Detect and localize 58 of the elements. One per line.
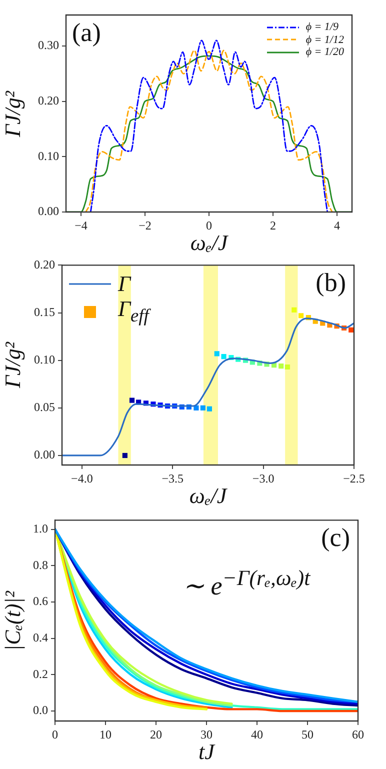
y-tick-label: 0.6 — [33, 594, 48, 608]
legend-label: ϕ = 1/12 — [306, 34, 344, 46]
point — [214, 351, 220, 356]
x-tick-label: 0 — [206, 218, 212, 232]
y-tick-label: 0.30 — [38, 38, 59, 52]
point — [298, 313, 304, 318]
x-tick-label: −4 — [74, 218, 88, 232]
annotation: ∼ e$^{−Γ(rₑ,ωₑ)t}$ — [182, 566, 310, 602]
chart-title: (b) — [316, 268, 346, 298]
point — [122, 452, 128, 458]
chart-title: (a) — [72, 18, 101, 47]
y-tick-label: 1.0 — [33, 521, 48, 536]
y-axis-title: ΓJ/g² — [0, 90, 25, 136]
x-tick-label: −3.5 — [162, 471, 184, 486]
x-tick-label: −3.0 — [252, 471, 274, 486]
y-tick-label: 0.20 — [34, 257, 55, 272]
y-tick-label: 0.20 — [38, 93, 59, 108]
y-tick-label: 0.15 — [34, 304, 55, 319]
x-tick-label: 10 — [100, 727, 112, 742]
y-tick-label: 0.10 — [34, 352, 55, 366]
x-tick-label: 0 — [52, 727, 58, 742]
x-tick-label: −2.5 — [343, 471, 365, 486]
point — [348, 327, 354, 332]
point — [221, 354, 226, 360]
y-tick-label: 0.0 — [33, 703, 48, 718]
x-axis-title: ωₑ/J — [189, 483, 227, 508]
x-tick-label: 20 — [150, 727, 162, 742]
y-tick-label: 0.00 — [38, 204, 59, 218]
x-tick-label: −4.0 — [71, 471, 93, 486]
legend-label: ϕ = 1/20 — [306, 46, 344, 59]
point — [278, 364, 284, 369]
x-tick-label: 4 — [334, 218, 340, 232]
x-tick-label: 30 — [200, 727, 212, 742]
x-tick-label: 2 — [270, 218, 276, 232]
point — [292, 307, 297, 312]
y-tick-label: 0.8 — [33, 558, 48, 572]
x-tick-label: −2 — [138, 218, 152, 232]
x-axis-title: ωₑ/J — [190, 230, 228, 255]
y-tick-label: 0.2 — [33, 666, 48, 681]
legend-label: Γ$_{eff}$ — [118, 296, 149, 327]
point — [194, 405, 199, 410]
legend-label: Γ — [118, 271, 131, 296]
point — [206, 406, 212, 412]
x-tick-label: 50 — [302, 727, 314, 742]
x-tick-label: 60 — [352, 727, 364, 742]
chart-title: (c) — [321, 523, 350, 552]
point — [200, 405, 206, 410]
x-tick-label: 40 — [251, 727, 263, 742]
x-axis-title: tJ — [198, 739, 214, 764]
y-tick-label: 0.4 — [33, 630, 48, 644]
point — [284, 364, 290, 370]
y-tick-label: 0.10 — [38, 148, 59, 163]
y-tick-label: 0.05 — [34, 400, 55, 414]
y-tick-label: 0.00 — [34, 448, 55, 462]
point — [129, 398, 135, 403]
y-axis-title: ΓJ/g² — [0, 342, 25, 388]
legend-label: ϕ = 1/9 — [306, 21, 338, 34]
y-axis-title: |Cₑ(t)|² — [0, 590, 25, 651]
